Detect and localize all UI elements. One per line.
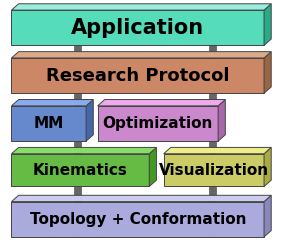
Polygon shape: [11, 100, 93, 106]
Polygon shape: [11, 58, 264, 93]
Polygon shape: [164, 154, 264, 186]
Polygon shape: [264, 52, 271, 93]
Polygon shape: [149, 147, 156, 186]
Polygon shape: [264, 4, 271, 45]
Polygon shape: [11, 106, 86, 141]
Text: Topology + Conformation: Topology + Conformation: [30, 212, 246, 227]
Polygon shape: [218, 100, 225, 141]
Polygon shape: [74, 10, 81, 237]
Polygon shape: [11, 10, 264, 45]
Text: Research Protocol: Research Protocol: [46, 67, 230, 85]
Polygon shape: [164, 147, 271, 154]
Polygon shape: [11, 147, 156, 154]
Polygon shape: [98, 100, 225, 106]
Polygon shape: [11, 154, 149, 186]
Polygon shape: [11, 52, 271, 58]
Text: Kinematics: Kinematics: [33, 163, 128, 178]
Text: MM: MM: [34, 116, 64, 131]
Polygon shape: [11, 4, 271, 10]
Polygon shape: [209, 10, 216, 237]
Text: Application: Application: [71, 18, 204, 38]
Polygon shape: [86, 100, 93, 141]
Polygon shape: [264, 195, 271, 237]
Text: Optimization: Optimization: [103, 116, 213, 131]
Polygon shape: [264, 147, 271, 186]
Text: Visualization: Visualization: [159, 163, 269, 178]
Polygon shape: [98, 106, 218, 141]
Polygon shape: [11, 195, 271, 202]
Polygon shape: [11, 202, 264, 237]
